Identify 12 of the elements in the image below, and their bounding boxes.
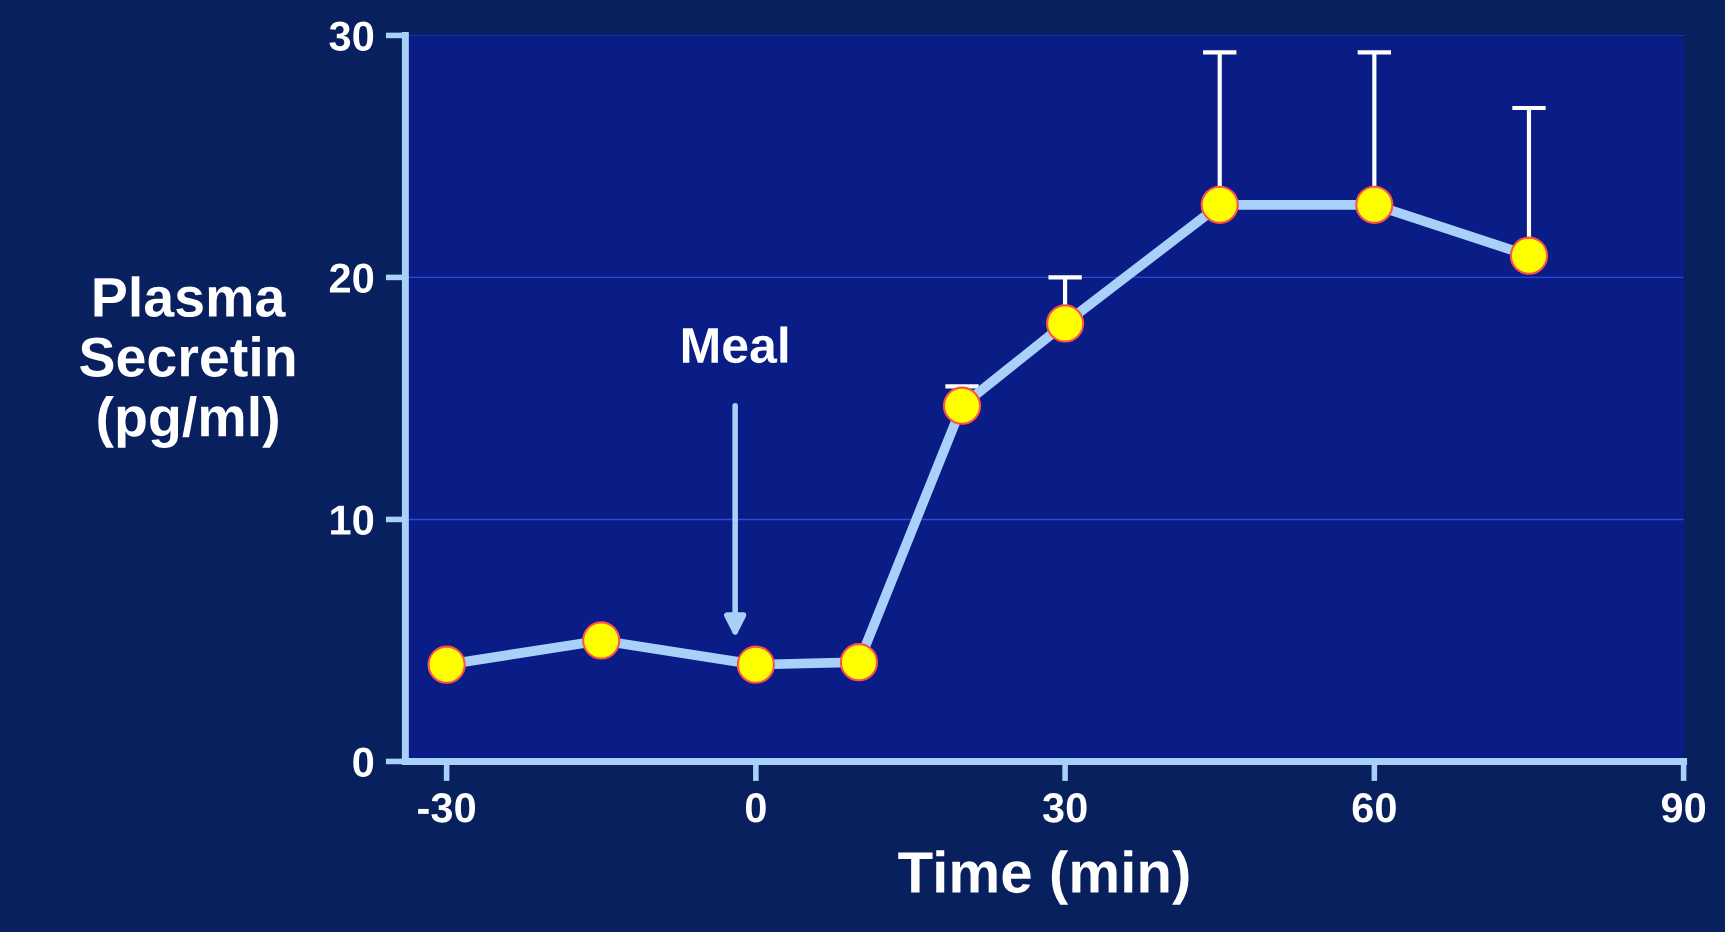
- y-tick-label: 10: [331, 505, 374, 535]
- y-axis-title: Plasma Secretin (pg/ml): [80, 276, 295, 448]
- x-tick-label: 60: [1352, 793, 1396, 823]
- annotation: Meal: [682, 326, 788, 364]
- y-tick-label: 0: [353, 747, 374, 777]
- x-axis-title: Time (min): [898, 850, 1189, 905]
- x-tick-label: 90: [1661, 793, 1706, 823]
- y-tick-label: 20: [329, 263, 374, 293]
- x-tick-label: 30: [1042, 793, 1087, 823]
- x-tick-label: -30: [418, 793, 476, 823]
- y-tick-label: 30: [329, 21, 374, 51]
- x-tick-label: 0: [745, 793, 766, 823]
